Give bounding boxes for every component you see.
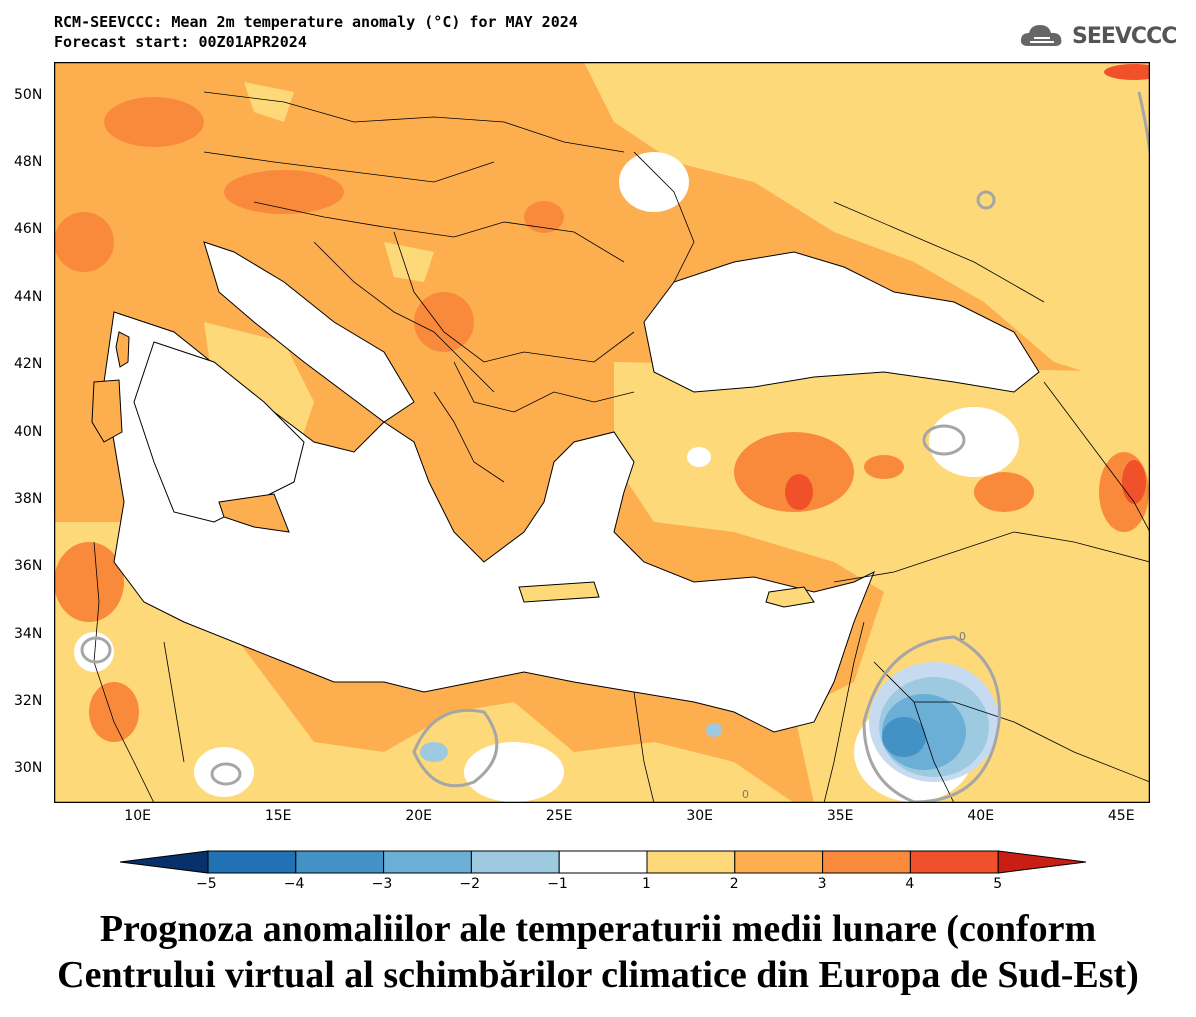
lat-label: 50N (14, 86, 43, 103)
lat-label: 40N (14, 423, 43, 440)
map-frame (53, 61, 1151, 804)
caption-line-1: Prognoza anomaliilor ale temperaturii me… (99, 908, 1097, 950)
lon-label: 45E (1107, 808, 1135, 824)
lat-label: 36N (14, 558, 43, 575)
lat-label: 42N (14, 356, 43, 373)
colorbar-tick-label: −1 (547, 876, 568, 892)
forecast-start: Forecast start: 00Z01APR2024 (54, 33, 307, 51)
colorbar-tick-label: 3 (817, 876, 827, 892)
adriatic-sea (203, 241, 415, 423)
colorbar-svg (119, 850, 1087, 874)
colorbar-segment (734, 850, 824, 874)
lon-label: 15E (264, 808, 292, 824)
sardinia (91, 379, 123, 443)
lon-label: 10E (124, 808, 151, 824)
colorbar-segment (470, 850, 560, 874)
lat-label: 48N (14, 154, 43, 171)
lat-label: 44N (14, 288, 43, 305)
colorbar-tick-label: −5 (196, 876, 217, 892)
lat-label: 30N (14, 760, 43, 777)
lat-label: 32N (14, 692, 43, 709)
cyprus (765, 586, 815, 608)
colorbar-tick-label: −3 (371, 876, 393, 892)
colorbar-tick-label: 4 (905, 876, 915, 892)
cloud-logo-icon (1020, 25, 1062, 46)
corsica (115, 331, 130, 368)
anomaly-negative-region (420, 662, 999, 782)
islands (91, 331, 815, 608)
seevccc-logo: SEEVCCC (1018, 20, 1177, 52)
chart-title: RCM-SEEVCCC: Mean 2m temperature anomaly… (54, 13, 578, 31)
colorbar (119, 848, 1087, 880)
lon-label: 30E (686, 808, 714, 824)
colorbar-min-arrow (119, 850, 209, 874)
colorbar-tick-label: −2 (459, 876, 481, 892)
colorbar-segment (383, 850, 472, 874)
contour-label-1: 0 (959, 630, 966, 643)
colorbar-max-arrow (997, 850, 1087, 874)
contour-label-2: 0 (742, 788, 749, 801)
lon-label: 25E (545, 808, 573, 824)
crete (518, 581, 600, 603)
colorbar-tick-label: −4 (283, 876, 305, 892)
colorbar-tick-label: 1 (642, 876, 651, 892)
colorbar-segment (558, 850, 648, 874)
colorbar-tick-label: 2 (729, 876, 739, 892)
lon-label: 35E (826, 808, 854, 824)
colorbar-tick-label: 5 (993, 876, 1003, 892)
seas (103, 241, 1040, 733)
colorbar-segment (822, 850, 911, 874)
colorbar-segment (295, 850, 385, 874)
caption: Prognoza anomaliilor ale temperaturii me… (0, 906, 1196, 998)
mediterranean-sea (103, 311, 875, 733)
lat-label: 38N (14, 490, 43, 507)
colorbar-segment (909, 850, 999, 874)
sicily (218, 493, 290, 533)
lon-label: 20E (405, 808, 432, 824)
chart-header: RCM-SEEVCCC: Mean 2m temperature anomaly… (54, 12, 578, 52)
lat-label: 34N (14, 625, 43, 642)
black-sea (643, 251, 1040, 393)
zero-contours (80, 91, 1152, 804)
caption-line-2: Centrului virtual al schimbărilor climat… (57, 954, 1139, 996)
colorbar-segment (207, 850, 297, 874)
logo-text: SEEVCCC (1072, 23, 1177, 49)
lat-label: 46N (14, 221, 43, 238)
borders (93, 91, 1151, 804)
lon-label: 40E (967, 808, 995, 824)
map-canvas: 0 0 (53, 61, 1164, 804)
colorbar-segment (646, 850, 736, 874)
anomaly-map: 0 0 (53, 61, 1164, 804)
